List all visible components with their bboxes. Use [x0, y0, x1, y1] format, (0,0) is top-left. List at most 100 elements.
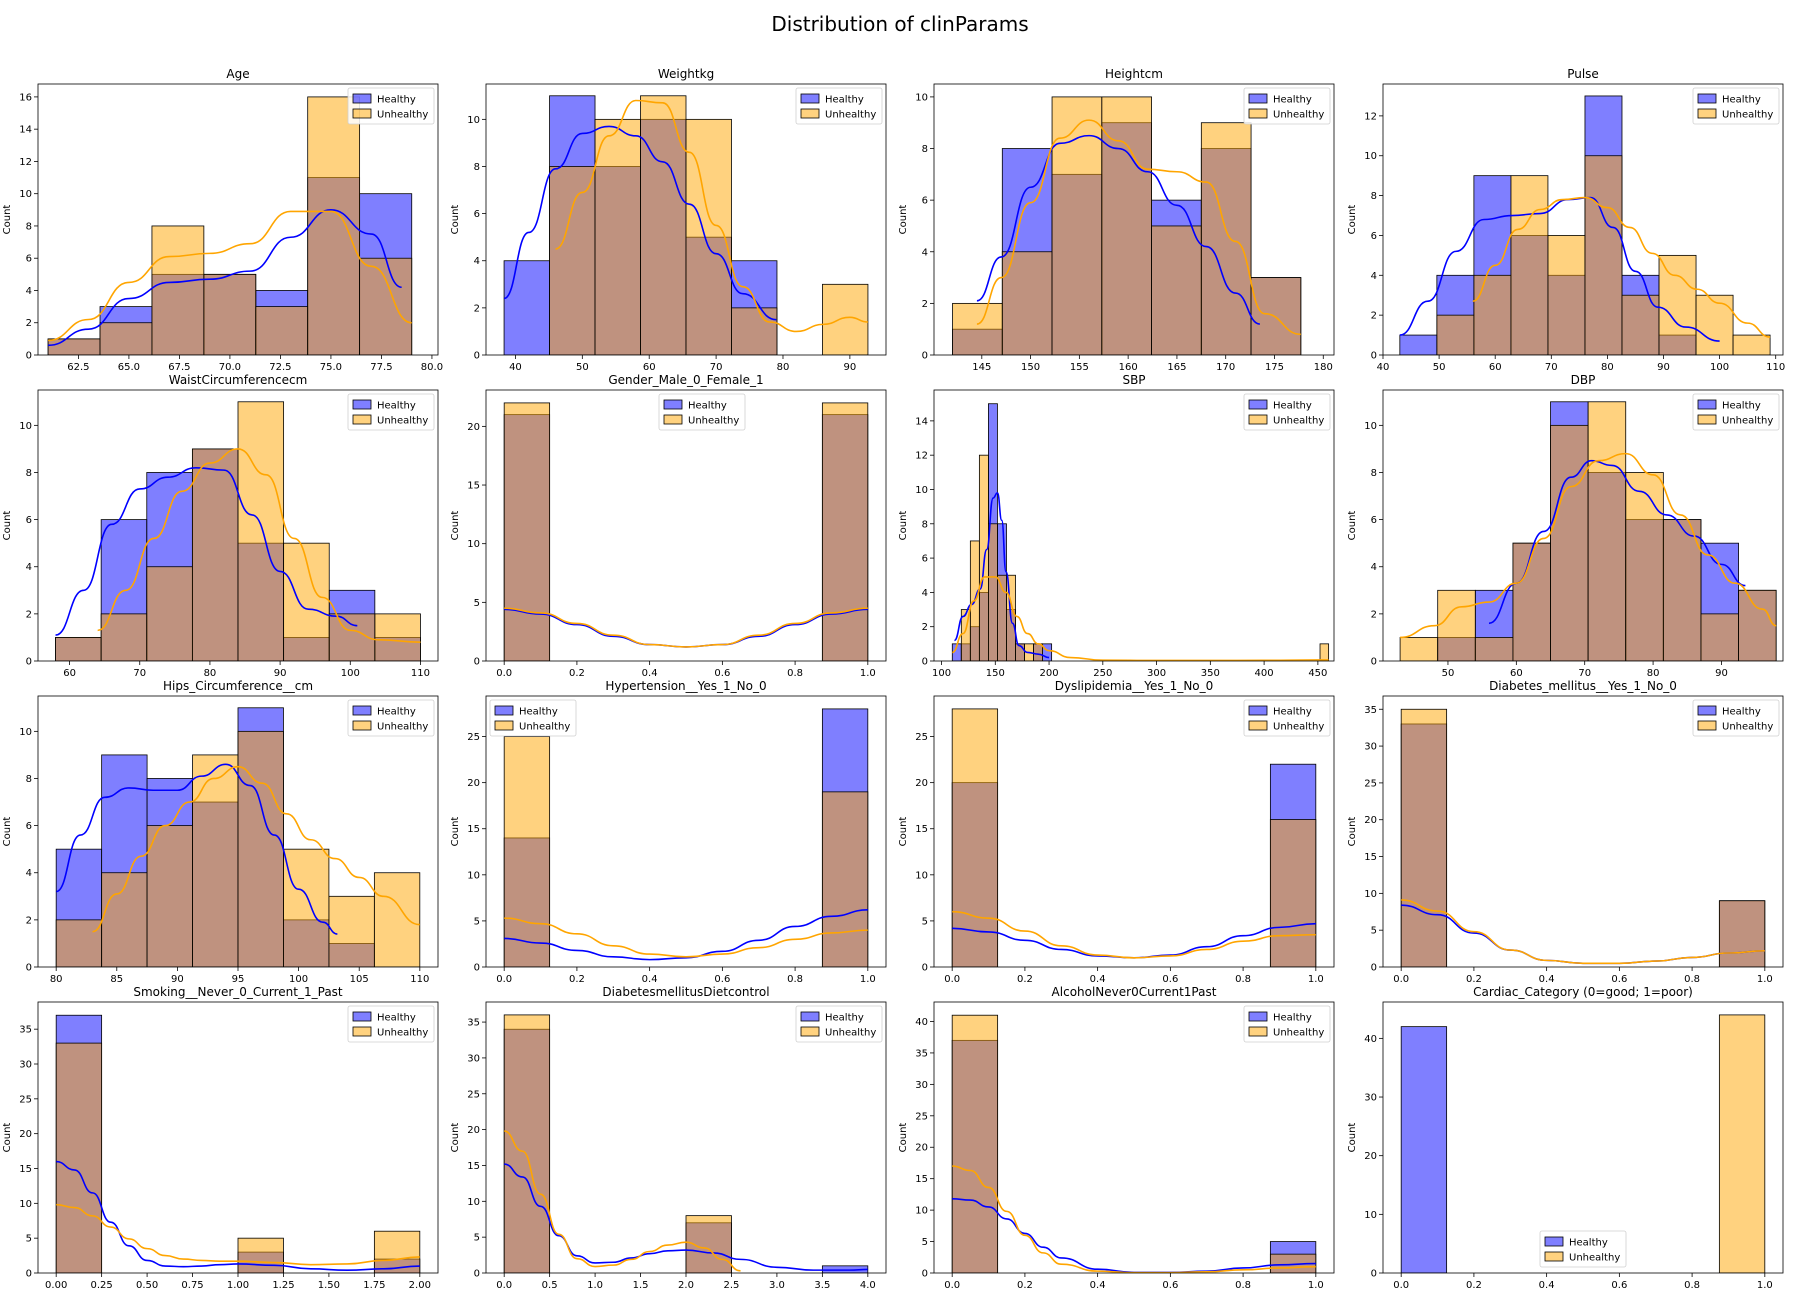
subplot-title: Pulse [1567, 67, 1599, 81]
x-tick-label: 0.8 [1235, 1280, 1251, 1291]
bar-unhealthy [1400, 708, 1448, 967]
legend-swatch-healthy [663, 399, 683, 410]
legend-label-healthy: Healthy [377, 707, 416, 718]
legend-label-unhealthy: Unhealthy [1273, 416, 1324, 427]
bar-unhealthy [1269, 819, 1317, 967]
legend-label-healthy: Healthy [1722, 95, 1761, 106]
legend-swatch-healthy [1697, 93, 1717, 104]
bar-unhealthy [1319, 643, 1330, 661]
x-tick-label: 80 [777, 362, 790, 373]
x-tick-label: 0.50 [136, 1280, 158, 1291]
x-tick-label: 0.75 [181, 1280, 203, 1291]
bar-unhealthy [359, 257, 413, 355]
plot-area [1399, 95, 1771, 355]
y-tick-label: 6 [474, 209, 480, 220]
x-tick-label: 77.5 [370, 362, 392, 373]
y-tick-label: 35 [467, 1018, 480, 1029]
x-tick-label: 1.00 [227, 1280, 249, 1291]
x-tick-label: 0.4 [1539, 1280, 1555, 1291]
x-tick-label: 90 [1715, 668, 1728, 679]
y-tick-label: 4 [26, 868, 32, 879]
y-tick-label: 0 [922, 1269, 928, 1280]
legend-swatch-unhealthy [1248, 414, 1268, 425]
bar-unhealthy [55, 1042, 103, 1273]
x-tick-label: 2.0 [678, 1280, 694, 1291]
x-tick-label: 150 [986, 668, 1005, 679]
bar-unhealthy [988, 523, 998, 661]
y-axis-label: Count [1347, 511, 1358, 541]
legend: Healthy Unhealthy [1692, 699, 1780, 737]
kde-line-unhealthy [1472, 196, 1771, 338]
kde-line-unhealthy [504, 917, 868, 958]
bar-unhealthy [1510, 175, 1549, 355]
bar-unhealthy [1550, 424, 1589, 661]
y-tick-label: 0 [922, 351, 928, 362]
bar-healthy [1399, 334, 1438, 355]
y-tick-label: 0 [26, 1269, 32, 1280]
x-tick-label: 0.6 [1162, 974, 1178, 985]
x-tick-label: 70.0 [219, 362, 241, 373]
x-tick-label: 4.0 [860, 1280, 876, 1291]
y-tick-label: 20 [467, 1125, 480, 1136]
legend-label-healthy: Healthy [825, 1013, 864, 1024]
bar-unhealthy [1436, 314, 1475, 355]
plot-area [55, 1014, 421, 1273]
y-tick-label: 4 [922, 247, 928, 258]
subplot-14: 0.0 0.5 1.0 1.5 2.0 2.5 3.0 3.5 4.0 0 5 10 15 20 25 30 3… [450, 985, 887, 1291]
y-tick-label: 8 [922, 519, 928, 530]
subplot-title: Hips_Circumference__cm [163, 679, 313, 693]
legend-label-healthy: Healthy [688, 401, 727, 412]
subplot-15: 0.0 0.2 0.4 0.6 0.8 1.0 0 5 10 15 20 25 30 35 40 Alcoho… [898, 985, 1335, 1291]
x-tick-label: 0.2 [1466, 1280, 1482, 1291]
y-tick-label: 0 [1371, 351, 1377, 362]
subplot-title: Age [226, 67, 249, 81]
plot-area [952, 96, 1302, 355]
y-tick-label: 12 [1364, 111, 1377, 122]
y-tick-label: 15 [467, 824, 480, 835]
legend: Healthy Unhealthy [1692, 87, 1780, 125]
legend-swatch-unhealthy [352, 720, 372, 731]
y-tick-label: 10 [19, 189, 32, 200]
kde-line-healthy [504, 1163, 868, 1271]
legend-swatch-unhealthy [352, 414, 372, 425]
kde-line-unhealthy [555, 99, 868, 333]
y-tick-label: 25 [1364, 778, 1377, 789]
bar-unhealthy [1625, 472, 1664, 661]
legend-label-unhealthy: Unhealthy [519, 722, 570, 733]
y-tick-label: 30 [19, 1060, 32, 1071]
bar-unhealthy [1473, 274, 1512, 355]
y-tick-label: 0 [26, 963, 32, 974]
legend-label-unhealthy: Unhealthy [688, 416, 739, 427]
x-tick-label: 0.4 [1539, 974, 1555, 985]
y-tick-label: 25 [915, 732, 928, 743]
legend: Healthy Unhealthy [347, 87, 435, 125]
y-tick-label: 8 [922, 144, 928, 155]
x-tick-label: 80 [50, 974, 63, 985]
x-tick-label: 0.25 [91, 1280, 113, 1291]
x-tick-label: 0.2 [1017, 974, 1033, 985]
axes-frame [933, 83, 1335, 356]
y-tick-label: 2 [922, 299, 928, 310]
bar-unhealthy [821, 791, 869, 967]
bar-unhealthy [1621, 294, 1660, 355]
x-tick-label: 90 [274, 668, 287, 679]
x-tick-label: 72.5 [269, 362, 291, 373]
bar-unhealthy [821, 402, 869, 661]
bar-unhealthy [503, 402, 551, 661]
kde-line-healthy [503, 125, 777, 321]
legend: Healthy Unhealthy [347, 393, 435, 431]
subplot-title: Smoking__Never_0_Current_1_Past [133, 985, 343, 999]
y-tick-label: 30 [1364, 1093, 1377, 1104]
y-tick-label: 20 [915, 1143, 928, 1154]
y-tick-label: 4 [1371, 562, 1377, 573]
y-tick-label: 15 [19, 1164, 32, 1175]
x-tick-label: 1.0 [1308, 1280, 1324, 1291]
legend-swatch-healthy [800, 93, 820, 104]
legend-swatch-unhealthy [1697, 108, 1717, 119]
x-tick-label: 90 [171, 974, 184, 985]
bar-unhealthy [503, 1014, 551, 1273]
y-tick-label: 4 [922, 588, 928, 599]
legend-swatch-unhealthy [800, 1026, 820, 1037]
legend-label-healthy: Healthy [1722, 707, 1761, 718]
y-tick-label: 40 [1364, 1034, 1377, 1045]
